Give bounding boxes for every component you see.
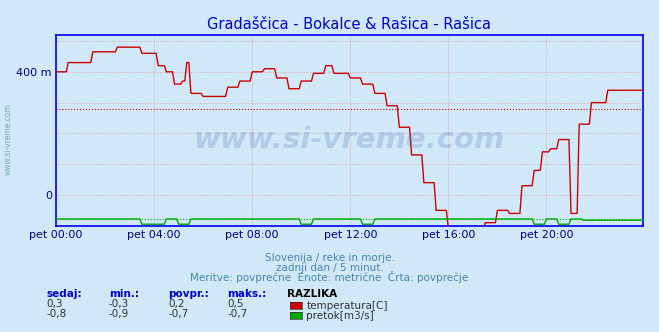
Text: www.si-vreme.com: www.si-vreme.com: [3, 104, 13, 175]
Text: 0,3: 0,3: [46, 299, 63, 309]
Text: temperatura[C]: temperatura[C]: [306, 301, 388, 311]
Text: Slovenija / reke in morje.: Slovenija / reke in morje.: [264, 253, 395, 263]
Text: -0,7: -0,7: [227, 309, 248, 319]
Text: -0,9: -0,9: [109, 309, 129, 319]
Text: pretok[m3/s]: pretok[m3/s]: [306, 311, 374, 321]
Title: Gradaščica - Bokalce & Rašica - Rašica: Gradaščica - Bokalce & Rašica - Rašica: [208, 17, 491, 32]
Text: sedaj:: sedaj:: [46, 289, 82, 299]
Text: RAZLIKA: RAZLIKA: [287, 289, 337, 299]
Text: -0,7: -0,7: [168, 309, 188, 319]
Text: 0,5: 0,5: [227, 299, 244, 309]
Text: 0,2: 0,2: [168, 299, 185, 309]
Text: Meritve: povprečne  Enote: metrične  Črta: povprečje: Meritve: povprečne Enote: metrične Črta:…: [190, 271, 469, 283]
Text: www.si-vreme.com: www.si-vreme.com: [194, 126, 505, 154]
Text: -0,3: -0,3: [109, 299, 129, 309]
Text: zadnji dan / 5 minut.: zadnji dan / 5 minut.: [275, 263, 384, 273]
Text: -0,8: -0,8: [46, 309, 67, 319]
Text: min.:: min.:: [109, 289, 139, 299]
Text: povpr.:: povpr.:: [168, 289, 209, 299]
Text: maks.:: maks.:: [227, 289, 267, 299]
